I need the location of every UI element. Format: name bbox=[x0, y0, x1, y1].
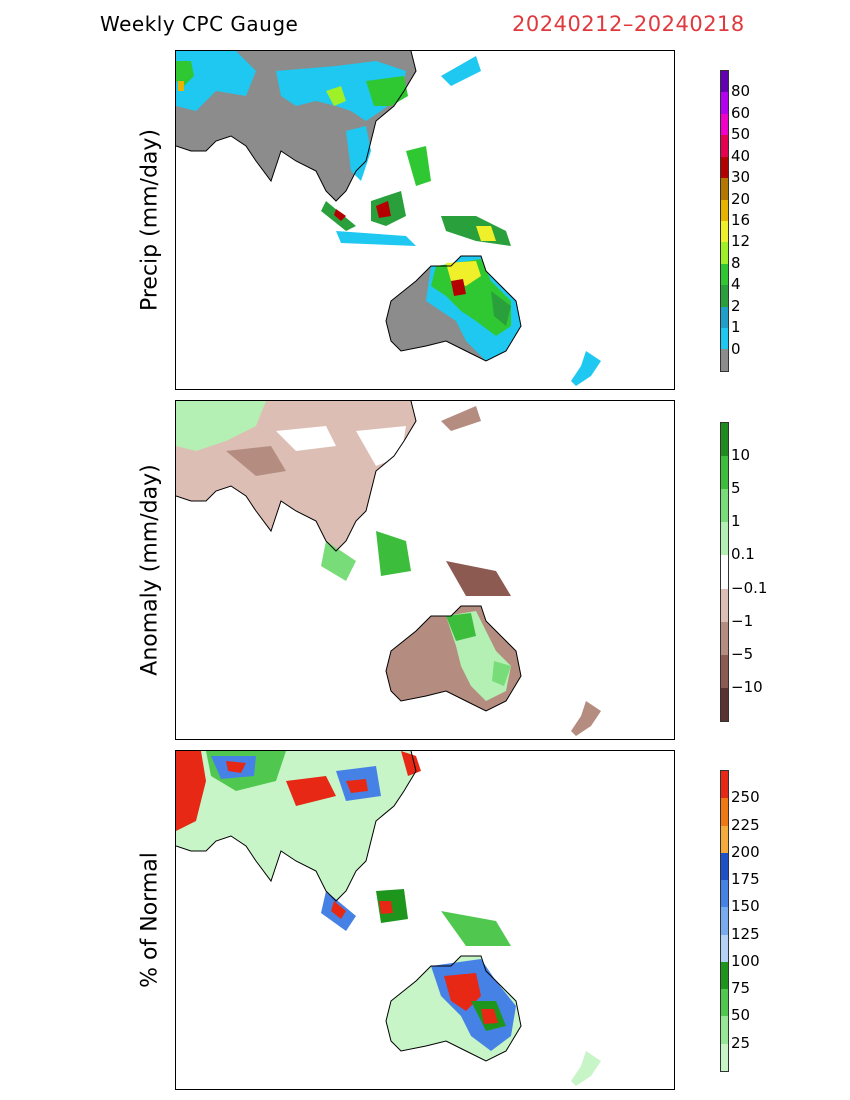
colorbar-segment bbox=[721, 555, 728, 589]
colorbar-tick-label: 10 bbox=[731, 446, 751, 465]
colorbar-tick-label: 125 bbox=[731, 924, 760, 943]
colorbar-segment bbox=[721, 852, 728, 881]
colorbar-segment bbox=[721, 285, 728, 307]
land-asia bbox=[176, 751, 511, 946]
colorbar-segment bbox=[721, 263, 728, 286]
colorbar-anomaly bbox=[720, 422, 729, 722]
colorbar-segment bbox=[721, 934, 728, 962]
colorbar-tick-label: 50 bbox=[731, 1006, 751, 1025]
colorbar-segment bbox=[721, 349, 728, 371]
colorbar-segment bbox=[721, 522, 728, 556]
colorbar-tick-label: 1 bbox=[731, 512, 741, 531]
colorbar-percent bbox=[720, 770, 729, 1072]
colorbar-tick-label: 75 bbox=[731, 979, 751, 998]
land-australia bbox=[386, 956, 521, 1061]
colorbar-precip bbox=[720, 70, 729, 372]
colorbar-segment bbox=[721, 113, 728, 136]
colorbar-tick-label: −5 bbox=[731, 644, 754, 663]
colorbar-tick-label: 80 bbox=[731, 82, 751, 101]
colorbar-segment bbox=[721, 771, 728, 799]
colorbar-segment bbox=[721, 92, 728, 114]
colorbar-segment bbox=[721, 242, 728, 264]
land-asia bbox=[176, 51, 511, 246]
map-panel-anomaly bbox=[175, 400, 675, 740]
colorbar-tick-label: 2 bbox=[731, 296, 741, 315]
colorbar-tick-label: 4 bbox=[731, 275, 741, 294]
land-australia bbox=[386, 606, 521, 711]
colorbar-segment bbox=[721, 306, 728, 329]
colorbar-segment bbox=[721, 71, 728, 93]
land-newzealand bbox=[571, 701, 601, 736]
colorbar-segment bbox=[721, 423, 728, 457]
colorbar-segment bbox=[721, 328, 728, 350]
colorbar-tick-label: 225 bbox=[731, 815, 760, 834]
colorbar-tick-label: −0.1 bbox=[731, 578, 768, 597]
map-panel-precip bbox=[175, 50, 675, 390]
colorbar-tick-label: 100 bbox=[731, 951, 760, 970]
colorbar-segment bbox=[721, 654, 728, 688]
colorbar-tick-label: 200 bbox=[731, 842, 760, 861]
colorbar-tick-label: 40 bbox=[731, 146, 751, 165]
land-newzealand bbox=[571, 1051, 601, 1086]
colorbar-tick-label: 250 bbox=[731, 788, 760, 807]
colorbar-segment bbox=[721, 489, 728, 523]
colorbar-segment bbox=[721, 961, 728, 990]
colorbar-segment bbox=[721, 135, 728, 157]
colorbar-tick-label: 12 bbox=[731, 232, 751, 251]
colorbar-segment bbox=[721, 220, 728, 243]
colorbar-segment bbox=[721, 621, 728, 655]
colorbar-tick-label: 150 bbox=[731, 897, 760, 916]
colorbar-segment bbox=[721, 456, 728, 490]
colorbar-tick-label: 25 bbox=[731, 1033, 751, 1052]
title-left: Weekly CPC Gauge bbox=[100, 12, 299, 36]
colorbar-tick-label: 8 bbox=[731, 253, 741, 272]
colorbar-tick-label: 0 bbox=[731, 339, 741, 358]
land-newzealand bbox=[571, 351, 601, 386]
colorbar-tick-label: −1 bbox=[731, 611, 754, 630]
land-asia bbox=[176, 401, 511, 596]
ylabel-anomaly: Anomaly (mm/day) bbox=[137, 464, 163, 676]
colorbar-segment bbox=[721, 199, 728, 221]
colorbar-tick-label: 175 bbox=[731, 870, 760, 889]
colorbar-segment bbox=[721, 989, 728, 1017]
colorbar-segment bbox=[721, 178, 728, 200]
colorbar-tick-label: 30 bbox=[731, 168, 751, 187]
colorbar-segment bbox=[721, 1016, 728, 1044]
colorbar-tick-label: 60 bbox=[731, 103, 751, 122]
colorbar-tick-label: 1 bbox=[731, 318, 741, 337]
date-range: 20240212–20240218 bbox=[512, 12, 745, 36]
colorbar-segment bbox=[721, 588, 728, 622]
colorbar-tick-label: 50 bbox=[731, 125, 751, 144]
colorbar-segment bbox=[721, 907, 728, 935]
colorbar-tick-label: 16 bbox=[731, 211, 751, 229]
colorbar-tick-label: 5 bbox=[731, 479, 741, 498]
colorbar-tick-label: 20 bbox=[731, 189, 751, 208]
colorbar-segment bbox=[721, 1043, 728, 1071]
colorbar-segment bbox=[721, 825, 728, 853]
colorbar-segment bbox=[721, 880, 728, 908]
colorbar-segment bbox=[721, 798, 728, 826]
colorbar-tick-label: −10 bbox=[731, 677, 763, 696]
ylabel-precip: Precip (mm/day) bbox=[137, 128, 163, 312]
ylabel-percent: % of Normal bbox=[137, 852, 163, 988]
map-panel-percent bbox=[175, 750, 675, 1090]
colorbar-segment bbox=[721, 156, 728, 179]
colorbar-segment bbox=[721, 687, 728, 721]
colorbar-tick-label: 0.1 bbox=[731, 545, 755, 564]
